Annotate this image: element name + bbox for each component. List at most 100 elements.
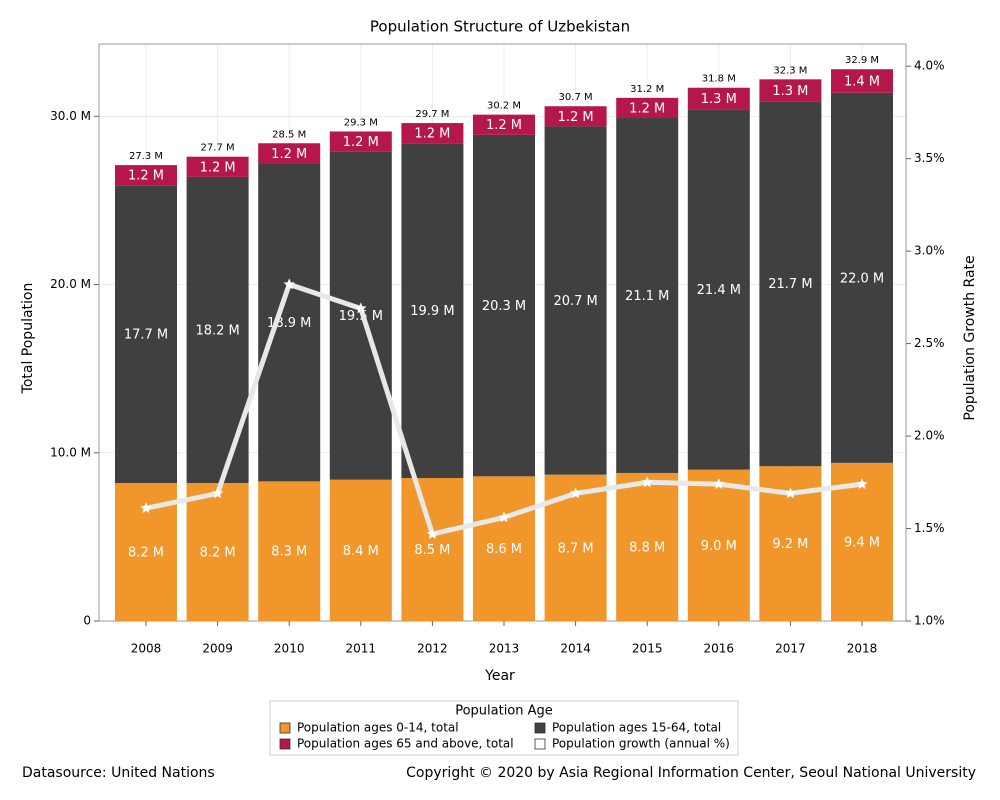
x-tick-label: 2011 [346, 642, 377, 656]
bar-segment [401, 143, 464, 479]
legend-swatch [279, 722, 291, 734]
total-label: 30.2 M [487, 101, 521, 112]
value-label: 8.2 M [200, 546, 236, 561]
line-marker [856, 478, 868, 489]
total-label: 27.3 M [129, 151, 163, 162]
legend-box [269, 700, 739, 756]
value-label: 9.2 M [772, 537, 808, 552]
value-label: 1.2 M [271, 147, 307, 162]
legend-swatch [279, 738, 291, 750]
bar-segment [687, 109, 750, 470]
y-axis-label: Total Population [20, 283, 36, 395]
bar-segment [329, 131, 392, 152]
total-label: 30.7 M [559, 92, 593, 103]
value-label: 20.3 M [482, 299, 526, 314]
value-label: 8.8 M [629, 540, 665, 555]
total-label: 32.3 M [773, 65, 807, 76]
value-label: 9.4 M [844, 535, 880, 550]
x-tick-label: 2014 [560, 642, 591, 656]
value-label: 8.6 M [486, 542, 522, 557]
bar-segment [258, 143, 321, 164]
y-tick-label: 30.0 M [50, 109, 91, 123]
y2-tick-label: 1.0% [914, 614, 945, 628]
bar-segment [401, 123, 464, 144]
legend-swatch [534, 722, 546, 734]
y-tick-label: 20.0 M [50, 277, 91, 291]
legend-label: Population growth (annual %) [552, 737, 730, 751]
line-marker [498, 511, 510, 523]
bar-segment [544, 106, 607, 127]
value-label: 1.4 M [844, 75, 880, 90]
source: Datasource: United Nations [22, 765, 215, 781]
y2-axis-label: Population Growth Rate [962, 255, 978, 420]
value-label: 1.2 M [343, 135, 379, 150]
x-tick-label: 2015 [632, 642, 663, 656]
line-marker [641, 476, 653, 488]
legend-label: Population ages 65 and above, total [297, 737, 514, 751]
x-tick-label: 2008 [131, 642, 162, 656]
value-label: 21.1 M [625, 289, 669, 304]
value-label: 1.3 M [701, 92, 737, 107]
line-marker [211, 487, 224, 499]
bar-segment [616, 118, 679, 473]
legend-swatch [534, 738, 546, 750]
value-label: 17.7 M [124, 328, 168, 343]
bar-segment [401, 478, 464, 621]
y2-tick-label: 1.5% [914, 521, 945, 535]
value-label: 18.2 M [195, 323, 239, 338]
value-label: 8.5 M [414, 543, 450, 558]
bar-segment [473, 476, 535, 621]
bar-segment [544, 126, 607, 475]
value-label: 8.7 M [558, 541, 594, 556]
bar-segment [258, 163, 321, 482]
line-marker [784, 487, 797, 499]
total-label: 29.3 M [344, 117, 378, 128]
y2-tick-label: 3.0% [914, 244, 945, 258]
line-marker [355, 302, 367, 314]
value-label: 1.2 M [128, 169, 164, 184]
bar-segment [258, 481, 321, 621]
x-tick-label: 2013 [489, 642, 520, 656]
x-tick-label: 2012 [417, 642, 448, 656]
bar-segment [687, 469, 750, 621]
legend-title: Population Age [455, 704, 553, 719]
bar-segment [186, 156, 249, 177]
value-label: 1.3 M [772, 84, 808, 99]
bar-segment [616, 472, 679, 621]
legend-label: Population ages 15-64, total [552, 721, 721, 735]
line-marker [569, 487, 582, 499]
x-tick-label: 2018 [847, 642, 878, 656]
chart-title: Population Structure of Uzbekistan [370, 18, 630, 36]
value-label: 8.2 M [128, 546, 164, 561]
value-label: 1.2 M [414, 127, 450, 142]
y2-tick-label: 3.5% [914, 151, 945, 165]
y-tick-label: 0 [83, 614, 91, 628]
total-label: 28.5 M [272, 129, 306, 140]
bar-segment [186, 483, 249, 621]
line-marker [713, 478, 725, 489]
y2-tick-label: 4.0% [914, 59, 945, 73]
x-tick-label: 2017 [775, 642, 806, 656]
bar-segment [831, 92, 893, 463]
value-label: 9.0 M [701, 539, 737, 554]
value-label: 19.9 M [410, 304, 454, 319]
total-label: 31.2 M [630, 84, 664, 95]
bar-segment [329, 479, 392, 621]
value-label: 1.2 M [558, 110, 594, 125]
value-label: 20.7 M [553, 294, 597, 309]
legend-label: Population ages 0-14, total [297, 721, 459, 735]
x-tick-label: 2016 [704, 642, 735, 656]
value-label: 8.4 M [343, 544, 379, 559]
total-label: 31.8 M [702, 74, 736, 85]
x-tick-label: 2010 [274, 642, 305, 656]
line-marker [140, 502, 152, 513]
total-label: 29.7 M [415, 109, 449, 120]
x-tick-label: 2009 [202, 642, 233, 656]
bar-segment [616, 97, 679, 119]
bar-segment [115, 185, 177, 484]
value-label: 8.3 M [271, 545, 307, 560]
y-tick-label: 10.0 M [50, 445, 91, 459]
bar-segment [473, 134, 535, 477]
copyright: Copyright © 2020 by Asia Regional Inform… [406, 765, 976, 781]
